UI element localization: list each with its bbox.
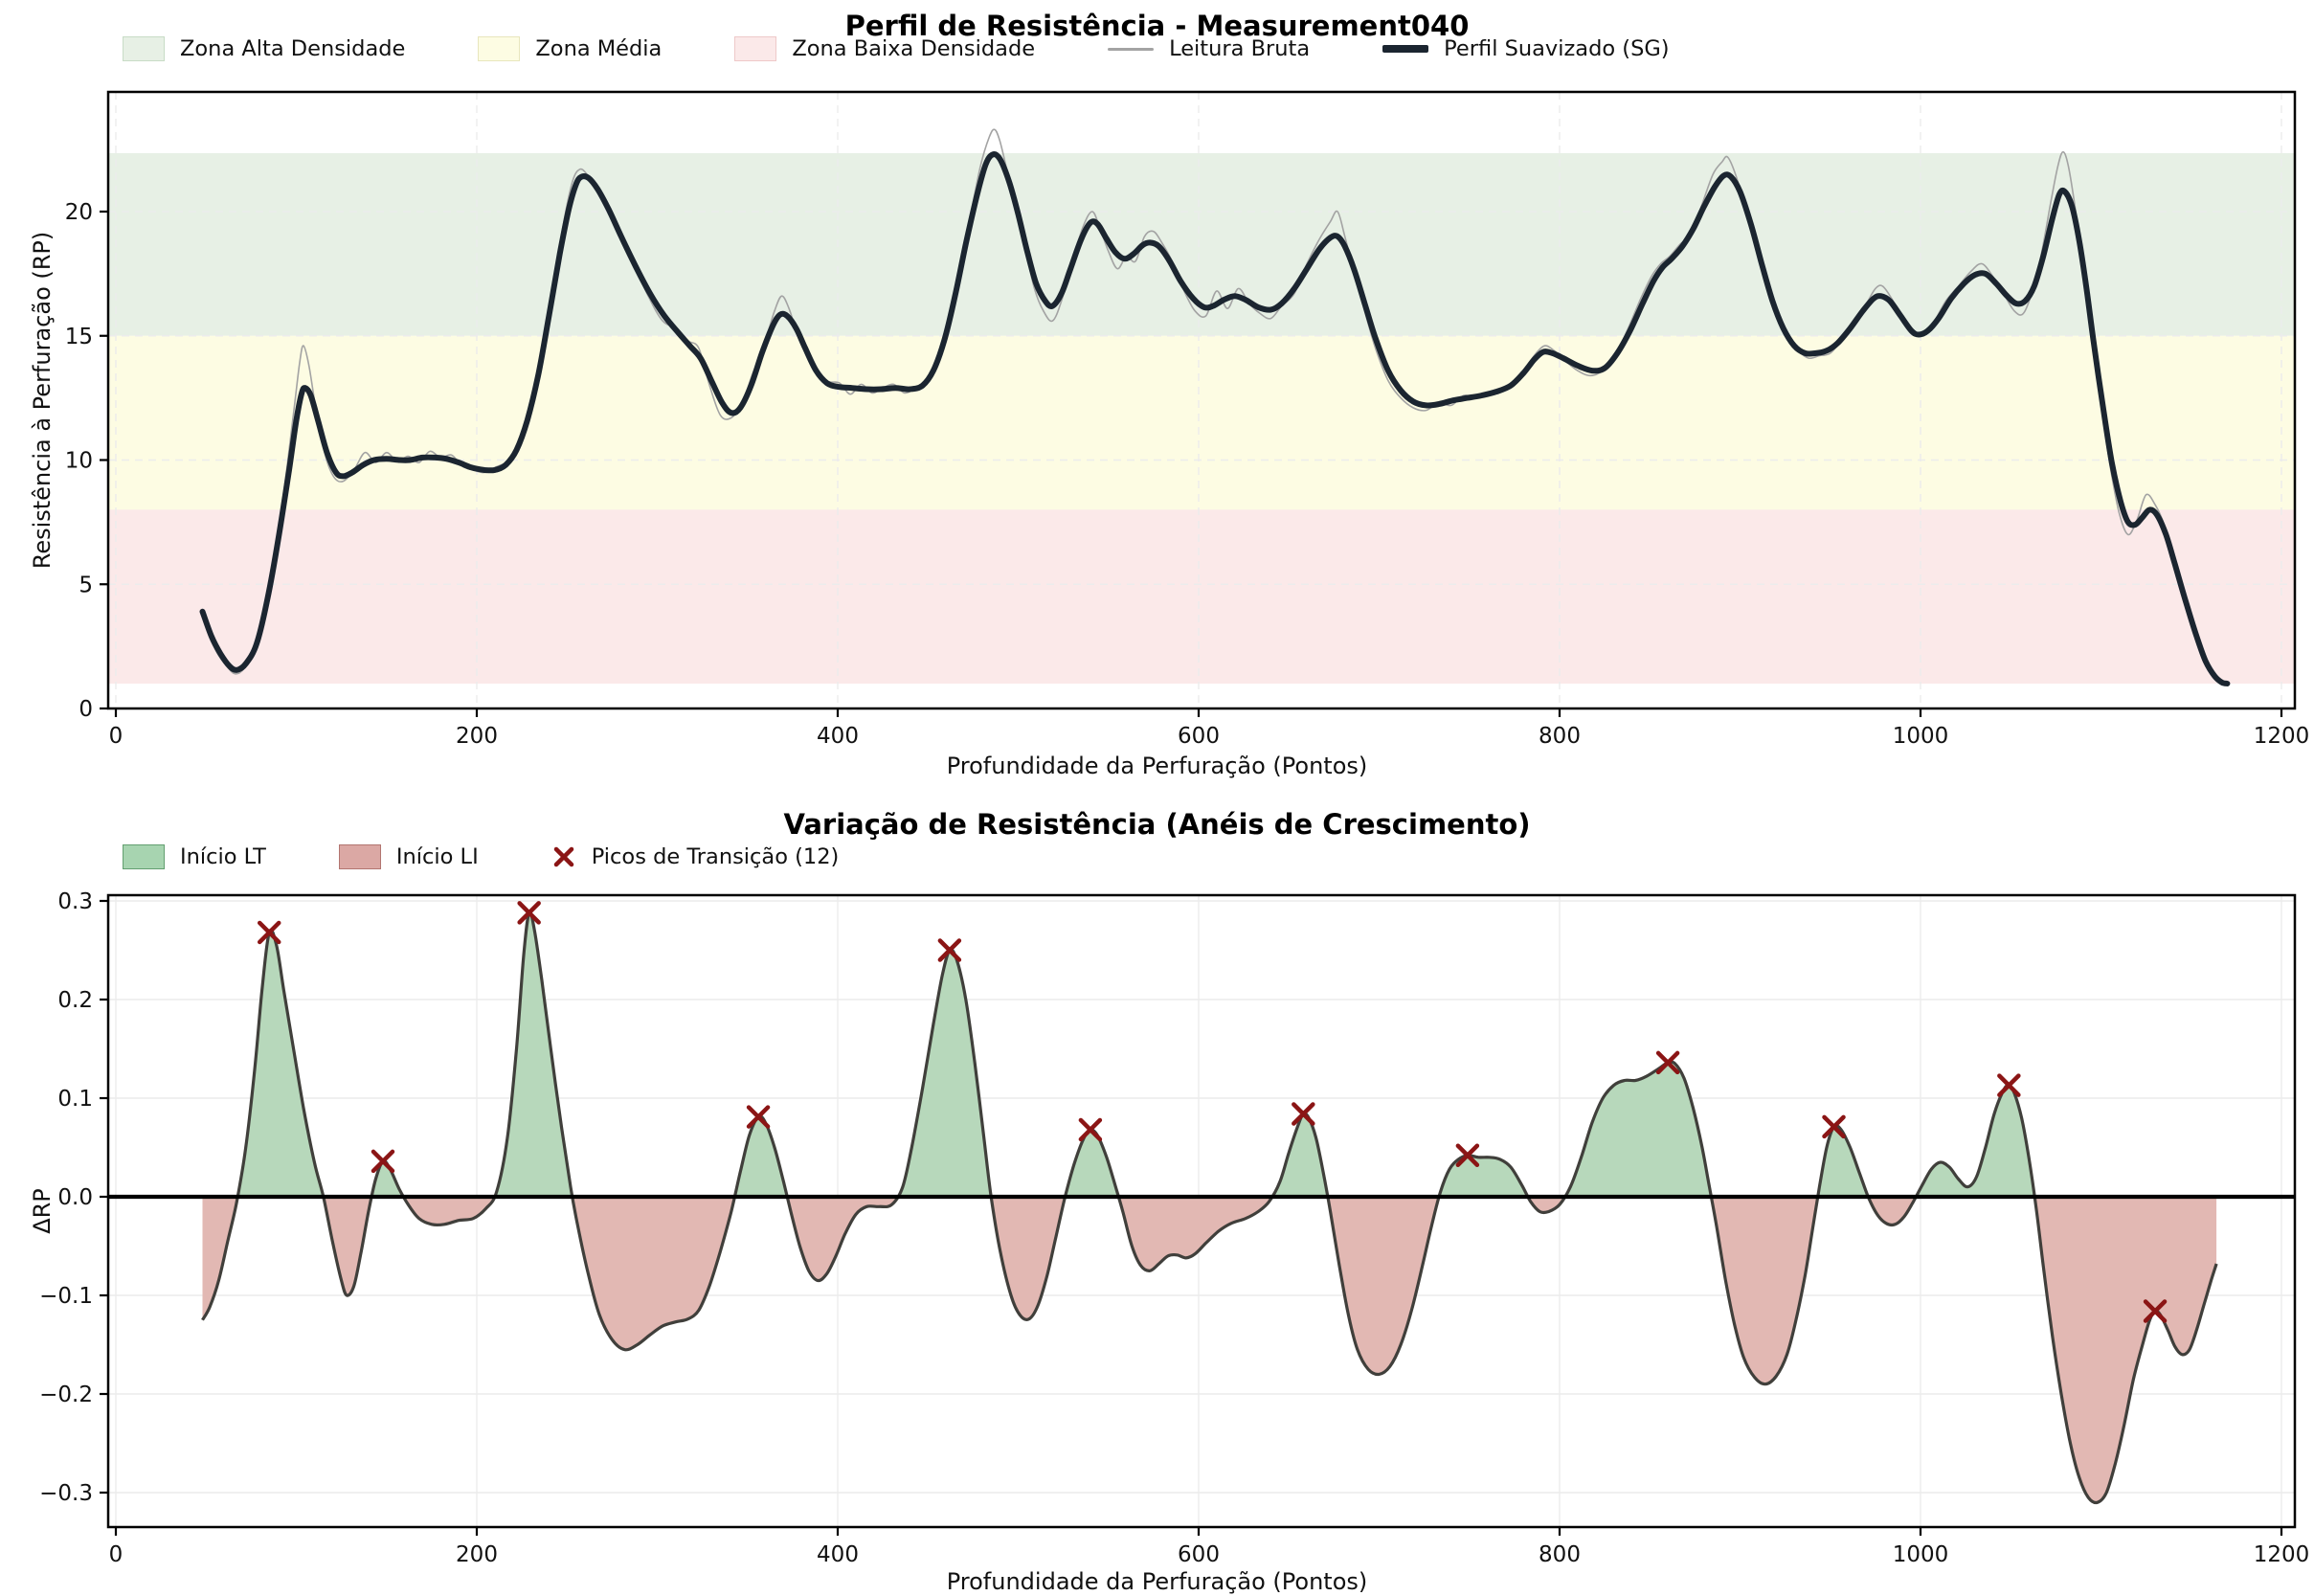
legend-item-zona-alta: Zona Alta Densidade bbox=[123, 36, 405, 61]
bottom-chart-xlabel: Profundidade da Perfuração (Pontos) bbox=[946, 1568, 1368, 1595]
bottom-chart-legend: Início LT Início LI Picos de Transição (… bbox=[123, 844, 839, 869]
svg-text:0.2: 0.2 bbox=[57, 988, 93, 1013]
legend-label: Leitura Bruta bbox=[1169, 36, 1311, 61]
svg-text:0: 0 bbox=[79, 697, 93, 722]
zone-high-swatch-icon bbox=[123, 36, 165, 61]
legend-item-inicio-li: Início LI bbox=[338, 844, 479, 869]
top-chart-legend: Zona Alta Densidade Zona Média Zona Baix… bbox=[123, 36, 1670, 61]
svg-text:10: 10 bbox=[65, 449, 93, 474]
legend-item-zona-baixa: Zona Baixa Densidade bbox=[734, 36, 1035, 61]
legend-label: Zona Média bbox=[535, 36, 663, 61]
svg-text:600: 600 bbox=[1178, 1542, 1220, 1567]
legend-item-leitura-bruta: Leitura Bruta bbox=[1108, 36, 1310, 61]
svg-text:20: 20 bbox=[65, 200, 93, 225]
raw-line-swatch-icon bbox=[1108, 47, 1155, 51]
bottom-chart-plot: 0 200 400 600 800 1000 1200 0.3 0.2 0.1 0.0 −0.1 −0.… bbox=[39, 889, 2310, 1567]
legend-label: Zona Alta Densidade bbox=[180, 36, 406, 61]
svg-text:200: 200 bbox=[456, 1542, 498, 1567]
svg-text:1200: 1200 bbox=[2254, 724, 2310, 749]
svg-text:400: 400 bbox=[817, 1542, 859, 1567]
svg-text:1000: 1000 bbox=[1893, 724, 1949, 749]
svg-text:1200: 1200 bbox=[2254, 1542, 2310, 1567]
svg-text:15: 15 bbox=[65, 325, 93, 349]
top-chart-xlabel: Profundidade da Perfuração (Pontos) bbox=[946, 753, 1368, 779]
svg-text:600: 600 bbox=[1178, 724, 1220, 749]
legend-item-perfil-suavizado: Perfil Suavizado (SG) bbox=[1382, 36, 1670, 61]
svg-text:0.3: 0.3 bbox=[57, 889, 93, 914]
legend-label: Perfil Suavizado (SG) bbox=[1444, 36, 1670, 61]
svg-text:0.1: 0.1 bbox=[57, 1087, 93, 1112]
svg-text:0: 0 bbox=[109, 724, 124, 749]
svg-text:−0.2: −0.2 bbox=[39, 1382, 93, 1407]
legend-item-zona-media: Zona Média bbox=[478, 36, 662, 61]
svg-text:1000: 1000 bbox=[1893, 1542, 1949, 1567]
legend-label: Picos de Transição (12) bbox=[591, 844, 840, 869]
svg-text:−0.1: −0.1 bbox=[39, 1284, 93, 1309]
legend-label: Início LT bbox=[180, 844, 266, 869]
smoothed-line-swatch-icon bbox=[1382, 45, 1429, 53]
top-chart-title: Perfil de Resistência - Measurement040 bbox=[844, 10, 1470, 42]
x-marker-icon bbox=[551, 844, 576, 869]
svg-text:−0.3: −0.3 bbox=[39, 1481, 93, 1506]
svg-text:5: 5 bbox=[79, 573, 93, 597]
svg-text:800: 800 bbox=[1539, 1542, 1581, 1567]
svg-text:800: 800 bbox=[1539, 724, 1581, 749]
bottom-chart-title: Variação de Resistência (Anéis de Cresci… bbox=[783, 808, 1531, 841]
top-chart-plot: 0 200 400 600 800 1000 1200 0 5 10 15 20 bbox=[65, 90, 2310, 749]
svg-text:400: 400 bbox=[817, 724, 859, 749]
legend-label: Zona Baixa Densidade bbox=[792, 36, 1036, 61]
svg-text:0: 0 bbox=[109, 1542, 124, 1567]
svg-text:0.0: 0.0 bbox=[57, 1185, 93, 1210]
legend-label: Início LI bbox=[395, 844, 479, 869]
negative-fill-swatch-icon bbox=[338, 844, 381, 869]
zone-low-swatch-icon bbox=[734, 36, 777, 61]
legend-item-inicio-lt: Início LT bbox=[123, 844, 266, 869]
legend-item-picos-transicao: Picos de Transição (12) bbox=[551, 844, 840, 869]
zone-mid-swatch-icon bbox=[478, 36, 521, 61]
svg-text:200: 200 bbox=[456, 724, 498, 749]
positive-fill-swatch-icon bbox=[123, 844, 165, 869]
